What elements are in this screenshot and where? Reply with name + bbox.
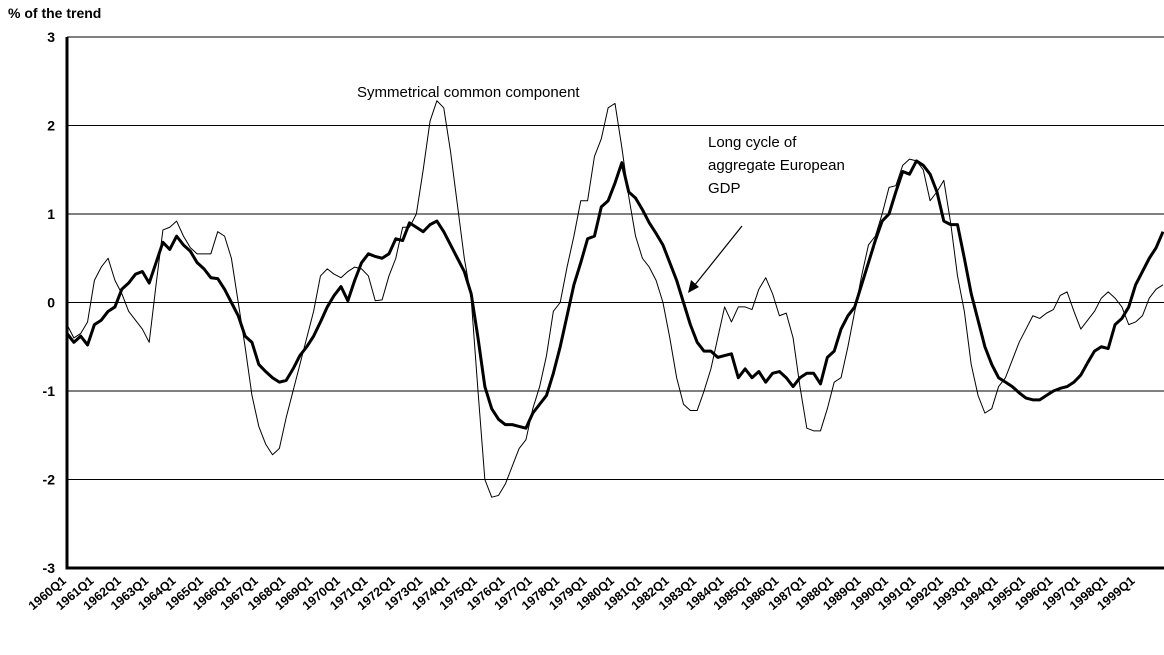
y-tick-label: 1 (47, 206, 55, 222)
y-tick-label: -3 (43, 560, 56, 576)
y-tick-label: -2 (43, 472, 56, 488)
series-line (66, 100, 1164, 498)
y-tick-label: 2 (47, 118, 55, 134)
series-annotation: aggregate European (708, 157, 845, 174)
annotation-arrow (693, 225, 743, 287)
y-axis-label: % of the trend (8, 5, 101, 21)
y-tick-label: -1 (43, 383, 56, 399)
arrow-head (688, 280, 699, 293)
series-annotation: Symmetrical common component (357, 84, 580, 101)
y-tick-label: 3 (47, 29, 55, 45)
series-line (65, 159, 1164, 430)
y-tick-label: 0 (47, 295, 55, 311)
series-annotation: Long cycle of (708, 134, 797, 151)
series-annotation: GDP (708, 180, 741, 197)
